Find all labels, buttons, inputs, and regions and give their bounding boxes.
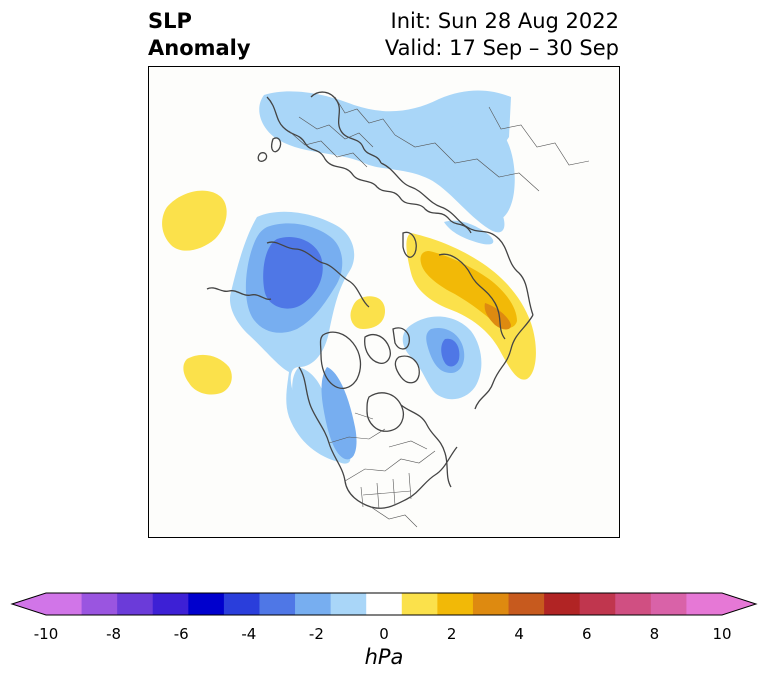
colorbar-segment (544, 593, 581, 615)
anomaly-negative-west-na-inner (321, 367, 357, 460)
coastline-north-america (298, 366, 458, 509)
colorbar-tick-label: 6 (582, 625, 592, 643)
colorbar-segment (117, 593, 154, 615)
coastline-scandinavia (310, 91, 382, 164)
colorbar-tick-label: 4 (514, 625, 524, 643)
colorbar-tick-label: 2 (446, 625, 457, 643)
colorbar-segment (472, 593, 510, 615)
anomaly-core-layer (245, 223, 465, 373)
border-mexico (370, 506, 418, 528)
colorbar-segment (615, 593, 652, 615)
colorbar-segments (12, 593, 756, 615)
colorbar-segment (401, 593, 438, 615)
colorbar-tick-label: -8 (106, 625, 122, 643)
border-europe-1 (298, 116, 374, 148)
map-svg (162, 90, 590, 528)
border-provinces (328, 412, 428, 450)
anomaly-positive-arctic (350, 296, 385, 329)
map-dates: Init: Sun 28 Aug 2022 Valid: 17 Sep – 30… (385, 8, 619, 62)
anomaly-negative-north-europe (259, 90, 511, 233)
coastline-europe (266, 96, 472, 234)
colorbar-tick-label: -10 (33, 625, 59, 643)
title-variable: SLP (148, 9, 192, 33)
coastline-aleutians (206, 287, 272, 300)
map-title: SLP Anomaly (148, 8, 251, 62)
border-layer (288, 96, 590, 528)
coastline-labrador (400, 404, 452, 488)
anomaly-negative-central-asia (444, 220, 494, 245)
coastline-far-east (474, 314, 534, 410)
border-asia (488, 106, 590, 166)
coastline-novaya-zemlya (402, 231, 417, 258)
coastline-british-isles (257, 137, 282, 162)
anomaly-arctic-canada-dark (441, 338, 460, 367)
colorbar-units: hPa (364, 645, 404, 669)
colorbar-segment (579, 593, 616, 615)
colorbar-segment (508, 593, 545, 615)
coastline-canadian-arctic (364, 327, 420, 384)
colorbar-segment (81, 593, 118, 615)
coastline-taymyr (438, 253, 506, 340)
colorbar-segment (295, 593, 332, 615)
colorbar-tick-label: 8 (649, 625, 660, 643)
map-panel (148, 66, 620, 538)
colorbar-extend-min (12, 593, 46, 615)
border-europe-2 (288, 130, 368, 168)
colorbar-outline (10, 592, 758, 616)
anomaly-positive-siberia-peak (484, 303, 511, 330)
colorbar-segment (686, 593, 723, 615)
colorbar-segment (152, 593, 189, 615)
border-europe-3 (334, 96, 396, 136)
anomaly-positive-pacific-east (183, 354, 232, 395)
init-date: Init: Sun 28 Aug 2022 (390, 9, 619, 33)
positive-anomaly-layer (162, 190, 536, 395)
colorbar-segment (437, 593, 474, 615)
colorbar-tick-label: -4 (241, 625, 257, 643)
colorbar-tick-label: -6 (173, 625, 189, 643)
title-field: Anomaly (148, 36, 251, 60)
colorbar-segment (223, 593, 261, 615)
colorbar-segment (188, 593, 225, 615)
border-russia (394, 134, 540, 192)
colorbar-segment (330, 593, 367, 615)
colorbar-segment (650, 593, 688, 615)
border-canada-us (344, 450, 436, 482)
anomaly-bering-dark (263, 237, 323, 309)
coastline-hudson-bay (366, 392, 404, 432)
border-us-states (360, 472, 412, 510)
colorbar-tick-label: 10 (712, 625, 732, 643)
anomaly-negative-barents (439, 119, 515, 221)
colorbar (10, 592, 758, 616)
coastline-alaska (266, 241, 370, 308)
anomaly-positive-pacific-west (162, 190, 227, 251)
colorbar-segment (259, 593, 296, 615)
colorbar-tick-label: -2 (308, 625, 324, 643)
coastline-greenland (319, 331, 362, 390)
coastline-layer (206, 91, 534, 509)
colorbar-segment (46, 593, 83, 615)
colorbar-extend-max (722, 593, 756, 615)
colorbar-tick-label: 0 (379, 625, 389, 643)
valid-range: Valid: 17 Sep – 30 Sep (384, 36, 619, 60)
coastline-siberia (380, 162, 534, 316)
colorbar-segment (366, 593, 403, 615)
